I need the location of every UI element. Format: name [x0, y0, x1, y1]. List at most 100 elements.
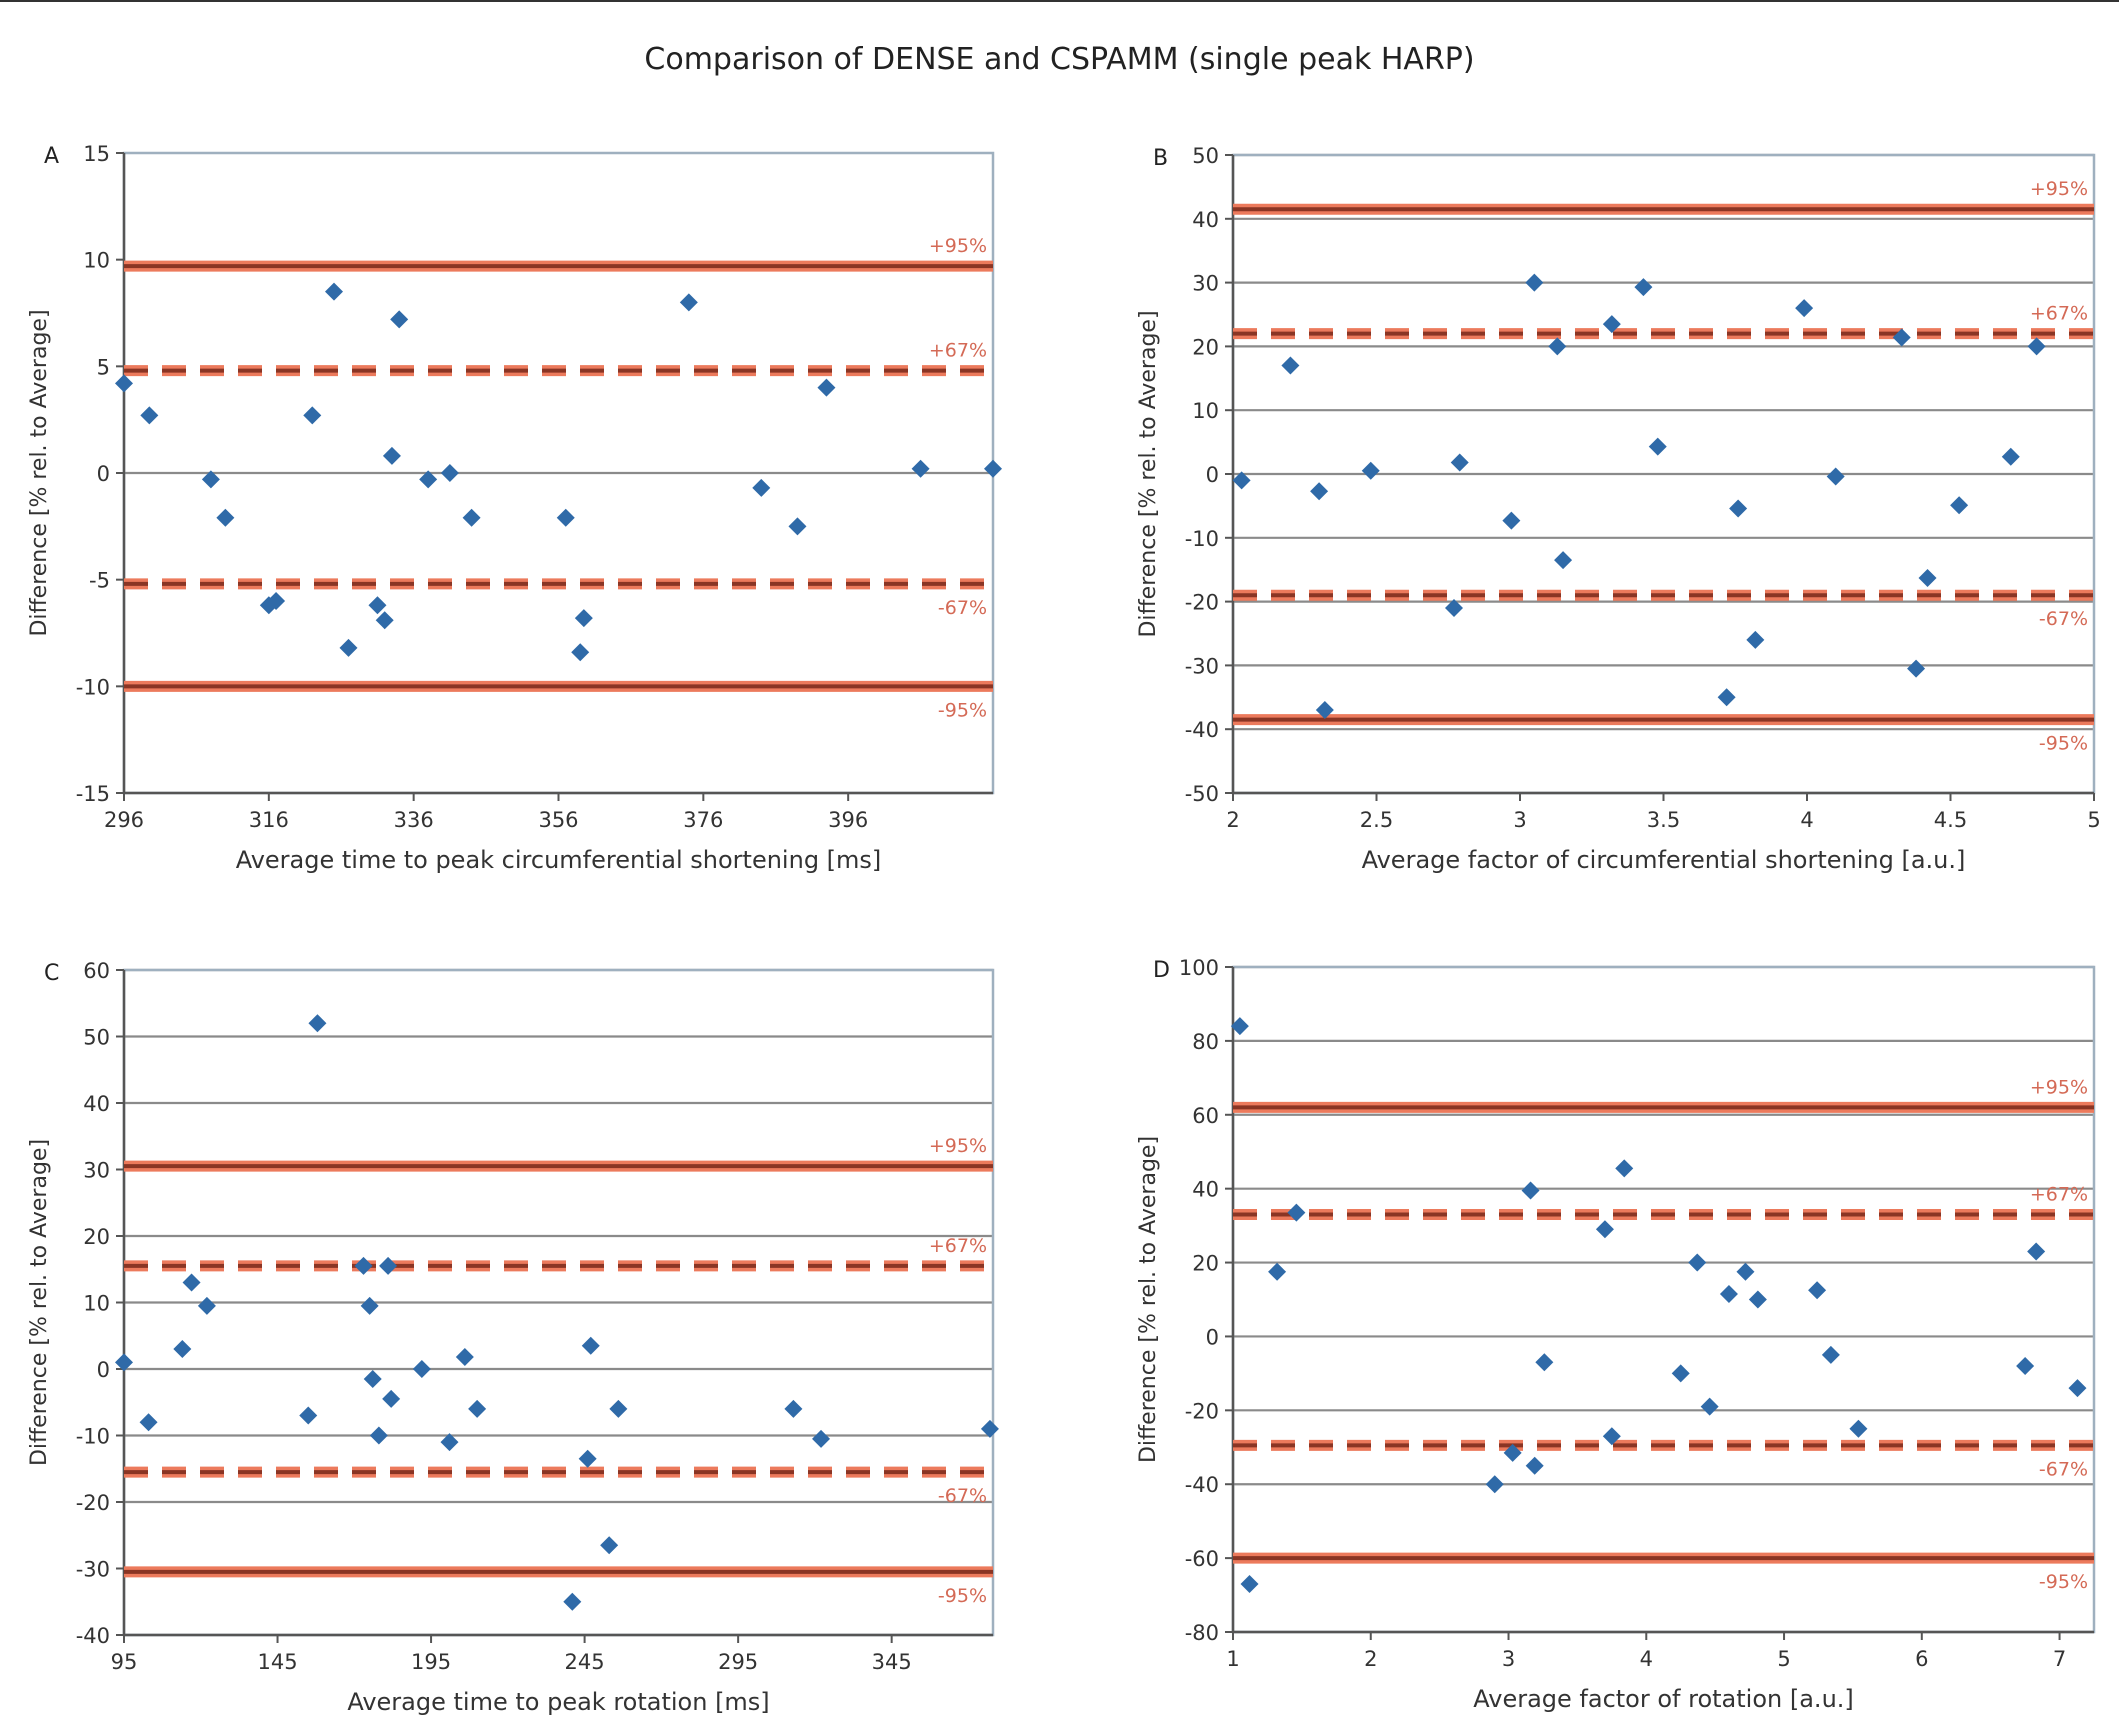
y-tick-label: 5	[97, 355, 110, 379]
data-point	[1795, 299, 1814, 318]
y-axis-label: Difference [% rel. to Average]	[1136, 1136, 1161, 1463]
panel-c: -40 -30 -20 -10 0 10 20 30 40 50 60 95 145 195 245 295 3…	[27, 959, 999, 1716]
data-point	[581, 1336, 600, 1355]
data-point	[1688, 1253, 1707, 1272]
data-point	[563, 1592, 582, 1611]
x-tick-label: 295	[718, 1650, 758, 1674]
figure-title: Comparison of DENSE and CSPAMM (single p…	[644, 42, 1475, 77]
panel-letter: D	[1153, 958, 1170, 983]
data-point	[462, 508, 481, 527]
y-tick-label: -80	[1185, 1621, 1219, 1645]
x-axis-label: Average factor of rotation [a.u.]	[1473, 1685, 1854, 1713]
y-tick-label: -50	[1185, 782, 1219, 806]
data-point	[817, 378, 836, 397]
y-tick-label: -30	[76, 1558, 110, 1582]
y-axis-label: Difference [% rel. to Average]	[27, 309, 52, 636]
data-point	[556, 508, 575, 527]
data-point	[1287, 1203, 1306, 1222]
x-tick-label: 5	[2087, 808, 2100, 832]
panel-letter: C	[44, 961, 59, 986]
limit-label: +95%	[929, 1135, 987, 1157]
data-point	[201, 470, 220, 489]
x-tick-label: 6	[1915, 1647, 1928, 1671]
y-tick-label: -20	[1185, 591, 1219, 615]
data-point	[752, 478, 771, 497]
y-tick-label: -10	[76, 1425, 110, 1449]
data-point	[303, 406, 322, 425]
panel-letter: A	[44, 144, 59, 169]
data-point	[299, 1406, 318, 1425]
panel-d: -80 -60 -40 -20 0 20 40 60 80 100 1 2 3 4 5 6 7 +95% +67% -…	[1136, 956, 2096, 1713]
x-tick-label: 4	[1800, 808, 1813, 832]
y-tick-label: -40	[76, 1624, 110, 1648]
y-tick-label: 50	[1192, 144, 1219, 168]
y-tick-label: 10	[83, 249, 110, 273]
x-tick-label: 316	[249, 808, 289, 832]
data-point	[571, 643, 590, 662]
data-point	[173, 1340, 192, 1359]
limit-label: +95%	[2030, 1076, 2088, 1098]
data-point	[339, 638, 358, 657]
y-tick-label: 0	[97, 1358, 110, 1382]
data-point	[1232, 471, 1251, 490]
limit-label: +67%	[929, 340, 987, 362]
data-point	[1634, 278, 1653, 297]
y-tick-label: 80	[1192, 1030, 1219, 1054]
y-tick-label: 60	[1192, 1104, 1219, 1128]
x-tick-label: 3	[1513, 808, 1526, 832]
data-point	[1554, 551, 1573, 570]
x-tick-label: 195	[411, 1650, 451, 1674]
x-tick-label: 2.5	[1360, 808, 1393, 832]
data-point	[1700, 1397, 1719, 1416]
y-tick-label: 10	[1192, 399, 1219, 423]
y-tick-label: 0	[97, 462, 110, 486]
data-point	[360, 1296, 379, 1315]
data-point	[308, 1014, 327, 1033]
data-point	[1503, 1443, 1522, 1462]
plot-frame	[1231, 965, 2096, 1634]
limit-label: +95%	[929, 235, 987, 257]
data-point	[267, 592, 286, 610]
data-point	[115, 374, 133, 393]
x-tick-label: 4.5	[1934, 808, 1967, 832]
x-tick-label: 95	[111, 1650, 138, 1674]
x-tick-label: 3	[1502, 1647, 1515, 1671]
data-point	[1907, 659, 1926, 678]
data-point	[1525, 273, 1544, 292]
data-point	[363, 1369, 382, 1388]
data-point	[1281, 356, 1300, 375]
data-point	[440, 1433, 459, 1452]
y-tick-label: -20	[76, 1491, 110, 1515]
y-tick-label: 15	[83, 142, 110, 166]
y-tick-label: -60	[1185, 1547, 1219, 1571]
limit-label: +67%	[2030, 1184, 2088, 1206]
limit-label: -95%	[938, 699, 987, 721]
data-point	[325, 282, 344, 301]
data-point	[375, 611, 394, 630]
y-tick-label: 40	[83, 1092, 110, 1116]
x-tick-label: 2	[1364, 1647, 1377, 1671]
data-point	[468, 1399, 487, 1418]
data-point	[1736, 1262, 1755, 1281]
y-tick-label: -30	[1185, 654, 1219, 678]
y-tick-label: 10	[83, 1292, 110, 1316]
y-tick-label: -10	[1185, 527, 1219, 551]
x-tick-label: 356	[538, 808, 578, 832]
data-point	[1525, 1456, 1544, 1475]
y-tick-label: -15	[76, 782, 110, 806]
data-point	[1315, 701, 1334, 720]
data-point	[2068, 1379, 2087, 1398]
x-tick-label: 345	[872, 1650, 912, 1674]
limit-label: -95%	[938, 1585, 987, 1607]
y-tick-label: 60	[83, 959, 110, 983]
x-tick-label: 296	[104, 808, 144, 832]
y-axis-label: Difference [% rel. to Average]	[1136, 310, 1161, 637]
x-axis-label: Average time to peak rotation [ms]	[347, 1688, 769, 1716]
data-point	[455, 1348, 474, 1367]
data-point	[2016, 1357, 2035, 1375]
panel-b: -50 -40 -30 -20 -10 0 10 20 30 40 50 2 2.5 3 3.5 4 4.5 5 +…	[1136, 144, 2101, 874]
limit-label: +67%	[929, 1235, 987, 1257]
data-point	[115, 1353, 133, 1372]
data-point	[1950, 496, 1969, 515]
y-tick-label: -40	[1185, 1473, 1219, 1497]
